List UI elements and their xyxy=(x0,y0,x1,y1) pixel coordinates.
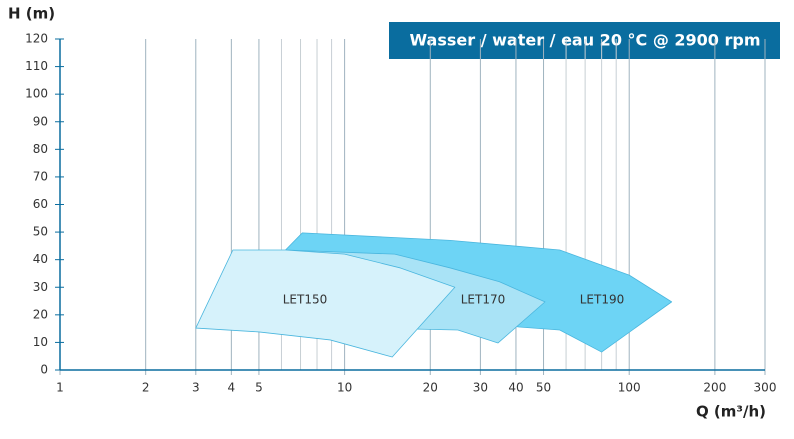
y-tick-label: 30 xyxy=(33,280,48,294)
y-tick-label: 80 xyxy=(33,142,48,156)
x-tick-label: 30 xyxy=(473,381,488,395)
x-axis-title: Q (m³/h) xyxy=(696,403,766,421)
y-axis-title: H (m) xyxy=(8,5,55,23)
region-label: LET150 xyxy=(283,293,328,307)
region-label: LET190 xyxy=(580,293,625,307)
x-tick-label: 20 xyxy=(423,381,438,395)
y-tick-label: 50 xyxy=(33,225,48,239)
y-tick-label: 120 xyxy=(25,32,48,46)
y-tick-label: 20 xyxy=(33,307,48,321)
y-tick-label: 100 xyxy=(25,87,48,101)
x-tick-label: 10 xyxy=(337,381,352,395)
x-tick-label: 2 xyxy=(142,381,150,395)
y-tick-label: 10 xyxy=(33,335,48,349)
y-tick-label: 60 xyxy=(33,197,48,211)
y-tick-label: 0 xyxy=(40,363,48,377)
y-tick-label: 70 xyxy=(33,169,48,183)
region xyxy=(195,249,456,358)
region-label: LET170 xyxy=(461,293,506,307)
x-tick-label: 100 xyxy=(618,381,641,395)
x-tick-label: 5 xyxy=(255,381,263,395)
y-tick-label: 110 xyxy=(25,59,48,73)
x-tick-label: 300 xyxy=(754,381,777,395)
y-tick-label: 40 xyxy=(33,252,48,266)
x-tick-label: 3 xyxy=(192,381,200,395)
x-tick-label: 200 xyxy=(703,381,726,395)
x-tick-label: 50 xyxy=(536,381,551,395)
x-tick-label: 4 xyxy=(228,381,236,395)
x-tick-label: 1 xyxy=(56,381,64,395)
x-tick-label: 40 xyxy=(508,381,523,395)
y-tick-label: 90 xyxy=(33,114,48,128)
